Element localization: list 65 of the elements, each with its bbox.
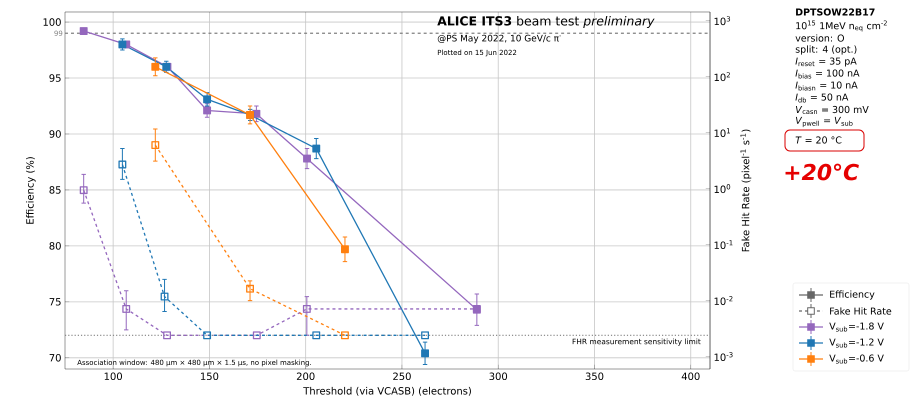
x-tick-label: 150 (200, 372, 218, 380)
legend-label: V$_{sub}$=-1.8 V (829, 322, 884, 332)
y-tick-label: 70 (50, 354, 61, 362)
point (302, 304, 311, 313)
point (80, 27, 88, 35)
y-tick-label: 80 (49, 242, 61, 250)
x-tick-label: 200 (296, 372, 315, 380)
x-tick-label: 300 (489, 372, 508, 380)
point (203, 106, 212, 114)
point (160, 292, 168, 301)
text: version: O (795, 34, 844, 42)
y2-tick-label: 10$^{1}$ (714, 128, 730, 138)
point (163, 331, 172, 340)
point (341, 331, 349, 340)
x-tick-label: 350 (586, 372, 604, 380)
point (341, 245, 349, 254)
text: V$_{casn}$ = 300 mV (796, 106, 869, 114)
x-tick-label: 250 (393, 372, 411, 380)
y-tick-label: 95 (49, 74, 61, 82)
point (421, 331, 430, 340)
y-tick-label: 100 (44, 18, 61, 26)
point (80, 186, 88, 194)
text: V$_{pwell}$ = V$_{sub}$ (796, 116, 853, 128)
point (203, 95, 212, 104)
y2-tick-label: 10$^{-2}$ (714, 296, 732, 306)
legend-label: V$_{sub}$=-0.6 V (829, 354, 884, 364)
text: @PS May 2022, 10 GeV/c π$^{-}$ (438, 34, 561, 44)
x-tick-label: 100 (104, 372, 122, 380)
y2-tick-label: 10$^{3}$ (714, 16, 730, 26)
text: I$_{reset}$ = 35 pA (795, 57, 857, 66)
text: DPTSOW22B17 (796, 8, 875, 16)
text: 10$^{15}$ 1MeV n$_{eq}$ cm$^{-2}$ (796, 20, 887, 32)
text: +20°C (786, 164, 859, 180)
text: T = 20 °C (796, 136, 842, 144)
point (303, 154, 311, 163)
text: Efficiency (830, 290, 875, 300)
point (246, 284, 254, 293)
chart-title: ALICE ITS3 beam test preliminary (437, 16, 655, 28)
legend-label: V$_{sub}$=-1.2 V (829, 338, 884, 348)
y-axis-title: Efficiency (%) (26, 157, 36, 224)
point (118, 160, 126, 168)
y-tick-label: 85 (49, 186, 61, 194)
x-tick-label: 400 (682, 372, 700, 380)
text: I$_{bias}$ = 100 nA (795, 69, 860, 79)
point (118, 40, 126, 48)
y2-tick-label: 10$^{-1}$ (714, 240, 733, 250)
point (122, 304, 130, 313)
point (312, 144, 320, 152)
point (252, 331, 261, 340)
y-tick-label: 75 (50, 298, 61, 306)
point (312, 331, 320, 340)
text: split: 4 (opt.) (796, 45, 856, 55)
text: I$_{biasn}$ = 10 nA (795, 81, 858, 91)
text: I$_{db}$ = 50 nA (795, 93, 848, 103)
y2-axis-title: Fake Hit Rate (pixel$^{-1}$ s$^{-1}$) (740, 130, 752, 252)
y2-tick-label: 10$^{-3}$ (714, 352, 733, 362)
point (203, 331, 212, 340)
y2-tick-label: 10$^{2}$ (714, 72, 730, 82)
point (151, 141, 160, 150)
point (421, 349, 430, 358)
point (151, 62, 160, 71)
text: Fake Hit Rate (830, 307, 892, 315)
y-tick-label: 90 (49, 130, 61, 138)
x-axis-title: Threshold (via VCASB) (electrons) (303, 386, 471, 396)
y2-tick-label: 10$^{0}$ (714, 184, 730, 194)
